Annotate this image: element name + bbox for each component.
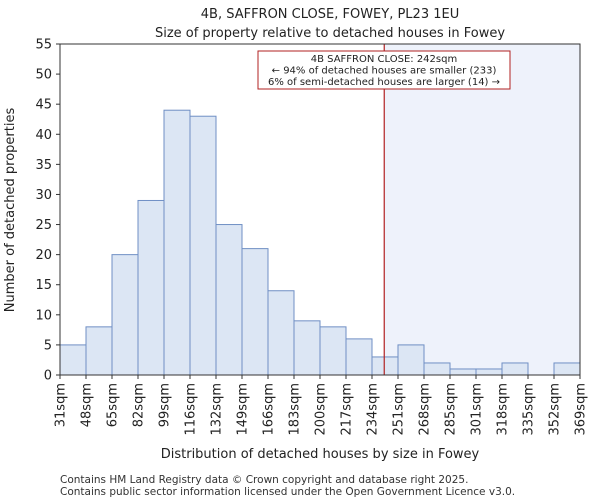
x-tick-label: 352sqm: [548, 383, 563, 436]
annotation-line: 4B SAFFRON CLOSE: 242sqm: [311, 54, 457, 65]
x-tick-label: 183sqm: [288, 383, 303, 436]
chart-title: 4B, SAFFRON CLOSE, FOWEY, PL23 1EU: [201, 7, 459, 22]
larger-region-shade: [384, 44, 580, 375]
histogram-bar: [215, 224, 243, 376]
annotation-line: ← 94% of detached houses are smaller (23…: [272, 66, 497, 77]
histogram-bar: [189, 115, 217, 376]
histogram-bar: [345, 338, 373, 376]
y-tick-label: 25: [35, 218, 52, 233]
x-tick-label: 335sqm: [522, 383, 537, 436]
histogram-bar: [137, 199, 165, 376]
annotation-frame: [257, 50, 511, 90]
y-tick-label: 55: [35, 38, 52, 53]
histogram-bar: [371, 356, 399, 376]
histogram-bar: [163, 109, 191, 376]
x-tick-label: 65sqm: [106, 383, 121, 427]
y-tick-label: 15: [35, 278, 52, 293]
histogram-bar: [59, 344, 87, 376]
x-tick-label: 217sqm: [340, 383, 355, 436]
histogram-bar: [475, 368, 503, 376]
x-tick-label: 301sqm: [470, 383, 485, 436]
y-tick-label: 30: [35, 188, 52, 203]
histogram-bar: [111, 254, 139, 376]
histogram-bar: [423, 362, 451, 376]
histogram-bar: [85, 326, 113, 376]
histogram-bar: [293, 320, 321, 376]
x-tick-label: 48sqm: [80, 383, 95, 427]
x-tick-label: 268sqm: [418, 383, 433, 436]
y-tick-label: 45: [35, 98, 52, 113]
y-tick-label: 50: [35, 68, 52, 83]
annotation-line: 6% of semi-detached houses are larger (1…: [268, 77, 500, 88]
x-tick-label: 234sqm: [366, 383, 381, 436]
x-axis-label: Distribution of detached houses by size …: [161, 447, 480, 462]
annotation-box: 4B SAFFRON CLOSE: 242sqm← 94% of detache…: [257, 50, 511, 90]
x-tick-label: 149sqm: [236, 383, 251, 436]
x-tick-label: 200sqm: [314, 383, 329, 436]
x-tick-label: 251sqm: [392, 383, 407, 436]
histogram-bar: [319, 326, 347, 376]
x-tick-label: 31sqm: [54, 383, 69, 427]
x-tick-label: 116sqm: [184, 383, 199, 436]
y-tick-label: 5: [44, 338, 52, 353]
footer-line-1: Contains HM Land Registry data © Crown c…: [60, 474, 468, 486]
histogram-bar: [267, 290, 295, 376]
histogram-bar: [553, 362, 581, 376]
y-tick-label: 20: [35, 248, 52, 263]
x-tick-label: 166sqm: [262, 383, 277, 436]
histogram-bar: [241, 248, 269, 376]
chart-subtitle: Size of property relative to detached ho…: [155, 26, 505, 41]
x-tick-label: 99sqm: [158, 383, 173, 427]
y-axis-label: Number of detached properties: [3, 108, 18, 313]
histogram-bar: [501, 362, 529, 376]
x-tick-label: 82sqm: [132, 383, 147, 427]
y-tick-label: 0: [44, 369, 52, 384]
footer-line-2: Contains public sector information licen…: [60, 486, 515, 498]
x-tick-label: 285sqm: [444, 383, 459, 436]
histogram-bar: [449, 368, 477, 376]
histogram-bar: [397, 344, 425, 376]
y-tick-label: 10: [35, 308, 52, 323]
x-tick-label: 318sqm: [496, 383, 511, 436]
y-tick-label: 40: [35, 128, 52, 143]
x-tick-label: 369sqm: [574, 383, 589, 436]
x-tick-label: 132sqm: [210, 383, 225, 436]
y-tick-label: 35: [35, 158, 52, 173]
